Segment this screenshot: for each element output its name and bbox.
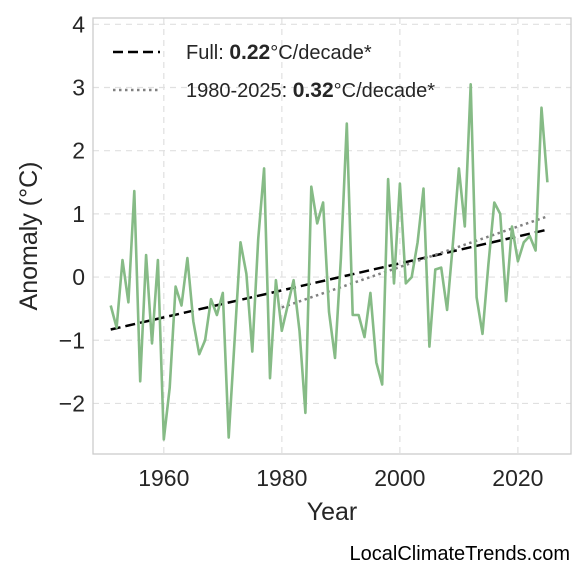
y-tick-label-2: 0 xyxy=(72,264,85,290)
legend-full-suffix: °C/decade* xyxy=(270,42,372,64)
y-tick-labels: −2 −1 0 1 2 3 4 xyxy=(59,11,85,416)
legend-full-prefix: Full: xyxy=(186,42,229,64)
legend: Full: 0.22°C/decade* 1980-2025: 0.32°C/d… xyxy=(113,41,435,102)
y-tick-label-4: 2 xyxy=(72,138,85,164)
x-tick-label-2: 2000 xyxy=(374,465,425,491)
y-tick-label-1: −1 xyxy=(59,327,85,353)
y-tick-label-0: −2 xyxy=(59,390,85,416)
y-tick-label-6: 4 xyxy=(72,11,85,37)
legend-recent-suffix: °C/decade* xyxy=(334,80,436,102)
legend-full-value: 0.22 xyxy=(229,41,270,64)
x-tick-label-1: 1980 xyxy=(256,465,307,491)
plot-frame xyxy=(92,17,572,455)
x-tick-label-3: 2020 xyxy=(492,465,543,491)
legend-recent-prefix: 1980-2025: xyxy=(186,80,293,102)
y-tick-label-5: 3 xyxy=(72,75,85,101)
y-tick-label-3: 1 xyxy=(72,201,85,227)
x-tick-label-0: 1960 xyxy=(138,465,189,491)
legend-entry-full: Full: 0.22°C/decade* xyxy=(186,41,372,64)
watermark: LocalClimateTrends.com xyxy=(350,543,570,565)
y-axis-label: Anomaly (°C) xyxy=(15,162,43,311)
data-series xyxy=(109,83,549,441)
x-tick-labels: 1960 1980 2000 2020 xyxy=(138,465,543,491)
legend-entry-recent: 1980-2025: 0.32°C/decade* xyxy=(186,79,435,102)
x-axis-label: Year xyxy=(307,498,358,526)
legend-recent-value: 0.32 xyxy=(293,79,334,102)
series-line-0 xyxy=(109,83,549,441)
